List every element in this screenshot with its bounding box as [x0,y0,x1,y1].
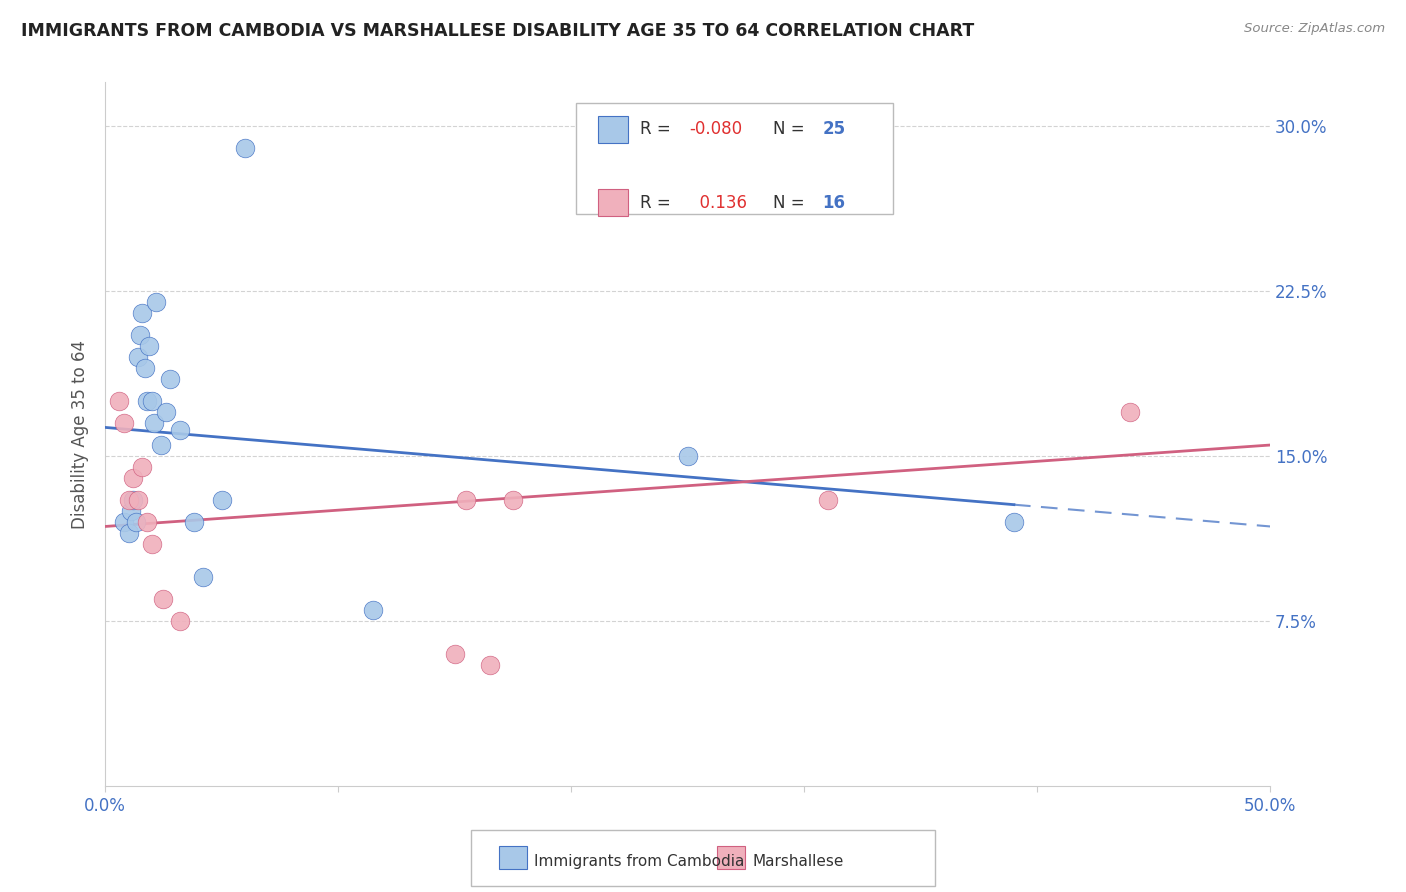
Point [117,493,139,508]
Point [1119,405,1142,419]
Point [150,438,173,452]
Point [127,493,149,508]
Point [183,515,205,529]
Text: Source: ZipAtlas.com: Source: ZipAtlas.com [1244,22,1385,36]
Point [443,647,465,661]
Point [129,328,152,343]
Text: R =: R = [640,194,671,211]
Text: N =: N = [773,120,804,138]
Point [169,614,191,628]
Point [145,295,167,310]
Text: 16: 16 [823,194,845,211]
Point [120,504,142,518]
Point [169,423,191,437]
Point [122,471,145,485]
Text: Immigrants from Cambodia: Immigrants from Cambodia [534,854,745,869]
Point [676,449,699,463]
Point [112,515,135,529]
Point [502,493,524,508]
Point [817,493,839,508]
Point [159,372,181,386]
Point [361,603,384,617]
Point [122,493,145,508]
Text: -0.080: -0.080 [689,120,742,138]
Text: IMMIGRANTS FROM CAMBODIA VS MARSHALLESE DISABILITY AGE 35 TO 64 CORRELATION CHAR: IMMIGRANTS FROM CAMBODIA VS MARSHALLESE … [21,22,974,40]
Text: N =: N = [773,194,804,211]
Point [233,141,256,155]
Point [108,394,131,409]
Y-axis label: Disability Age 35 to 64: Disability Age 35 to 64 [72,340,89,529]
Point [155,405,177,419]
Text: 25: 25 [823,120,845,138]
Point [136,394,159,409]
Text: R =: R = [640,120,671,138]
Point [478,658,501,673]
Point [131,306,153,320]
Text: Marshallese: Marshallese [752,854,844,869]
Point [131,460,153,475]
Point [134,361,156,376]
Point [191,570,214,584]
Point [124,515,146,529]
Point [136,515,159,529]
Point [143,416,166,430]
Point [211,493,233,508]
Point [141,394,163,409]
Point [127,350,149,364]
Point [152,592,174,607]
Point [456,493,478,508]
Point [117,526,139,541]
Point [141,537,163,551]
Text: 0.136: 0.136 [689,194,747,211]
Point [138,339,160,353]
Point [1002,515,1025,529]
Point [112,416,135,430]
